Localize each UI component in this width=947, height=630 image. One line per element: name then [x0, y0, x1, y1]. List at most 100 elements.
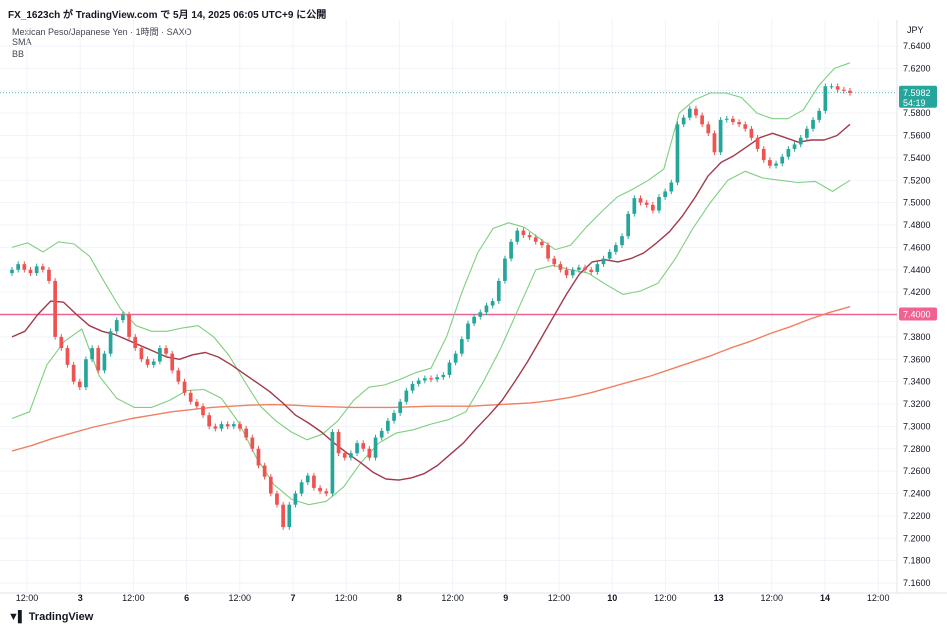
candle-body — [540, 241, 544, 246]
candle-body — [336, 431, 341, 454]
candle-body — [349, 453, 353, 458]
y-tick-label: 7.2600 — [903, 466, 931, 476]
candle-body — [133, 336, 138, 349]
last-price-badge — [899, 85, 937, 108]
y-tick-label: 7.4200 — [903, 287, 931, 297]
candle-body — [515, 230, 520, 242]
bollinger-bands — [11, 62, 851, 506]
candle-body — [268, 476, 273, 494]
candle-body — [737, 122, 741, 125]
candle-body — [77, 381, 82, 388]
bb-lower-line — [11, 170, 851, 506]
candle-body — [805, 128, 809, 138]
candle-body — [59, 336, 64, 349]
x-tick-label: 8 — [397, 593, 402, 603]
tradingview-logo[interactable]: ▼▌ TradingView — [8, 611, 93, 623]
candle-body — [262, 465, 267, 477]
candle-body — [829, 86, 834, 88]
x-tick-label: 12:00 — [335, 593, 358, 603]
x-tick-label: 10 — [607, 593, 617, 603]
candle-body — [170, 353, 175, 371]
bb-upper-line — [11, 62, 851, 441]
price-axis: JPY7.64007.62007.60007.58007.56007.54007… — [903, 25, 931, 588]
candle-body — [114, 320, 119, 332]
y-tick-label: 7.3000 — [903, 421, 931, 431]
candle-body — [244, 428, 248, 438]
x-tick-label: 12:00 — [441, 593, 464, 603]
candle-body — [324, 491, 329, 494]
y-tick-label: 7.1600 — [903, 578, 931, 588]
candle-body — [47, 269, 51, 281]
candle-body — [675, 124, 680, 183]
candle-body — [182, 381, 187, 393]
candle-body — [749, 128, 754, 138]
candle-body — [361, 443, 366, 449]
candle-body — [281, 504, 285, 528]
candle-body — [84, 359, 88, 388]
candle-body — [786, 148, 791, 157]
candle-body — [509, 241, 513, 259]
candle-body — [835, 86, 840, 90]
candle-body — [718, 119, 723, 153]
candle-body — [312, 475, 316, 488]
y-tick-label: 7.1800 — [903, 556, 931, 566]
candle-body — [441, 374, 446, 378]
candle-body — [650, 204, 655, 211]
countdown-value: 54:19 — [903, 98, 926, 108]
candle-body — [447, 362, 452, 375]
y-tick-label: 7.6400 — [903, 41, 931, 51]
y-tick-label: 7.3800 — [903, 332, 931, 342]
y-tick-label: 7.3200 — [903, 399, 931, 409]
candle-body — [318, 487, 322, 492]
candle-body — [275, 493, 279, 505]
candle-body — [188, 392, 193, 402]
candle-body — [53, 280, 57, 337]
candle-body — [195, 401, 199, 407]
x-tick-label: 12:00 — [548, 593, 571, 603]
candle-body — [521, 230, 526, 236]
candle-body — [164, 348, 168, 354]
candle-body — [564, 269, 569, 276]
candle-body — [355, 443, 359, 454]
candle-body — [102, 353, 107, 371]
candle-body — [841, 89, 846, 91]
candle-body — [626, 213, 631, 237]
time-axis: 12:00 3 12:00 6 12:00 7 12:00 8 12:00 9 12:00 10 12:… — [16, 593, 890, 603]
candle-body — [435, 377, 440, 380]
y-tick-label: 7.2200 — [903, 511, 931, 521]
candle-body — [533, 237, 538, 242]
candle-body — [490, 301, 495, 306]
candle-body — [583, 267, 587, 270]
bb-indicator-label[interactable]: BB — [12, 49, 25, 59]
candle-body — [620, 236, 624, 246]
x-tick-label: 12:00 — [122, 593, 145, 603]
tradingview-logo-text: TradingView — [28, 611, 94, 623]
sma-indicator-label[interactable]: SMA — [12, 37, 32, 47]
candle-body — [601, 258, 606, 265]
y-tick-label: 7.2800 — [903, 444, 931, 454]
candle-body — [724, 118, 729, 120]
candle-body — [823, 86, 828, 111]
candle-body — [755, 137, 760, 149]
candle-body — [398, 401, 403, 413]
candle-body — [158, 348, 162, 362]
x-tick-label: 12:00 — [867, 593, 890, 603]
y-tick-label: 7.4400 — [903, 265, 931, 275]
candle-body — [410, 383, 415, 391]
x-tick-label: 12:00 — [654, 593, 677, 603]
y-tick-label: 7.5400 — [903, 153, 931, 163]
candle-body — [404, 390, 409, 402]
candle-body — [207, 415, 212, 427]
candle-body — [10, 269, 14, 274]
candle-body — [694, 108, 698, 116]
candle-body — [40, 266, 45, 270]
candle-body — [466, 323, 470, 340]
candle-body — [219, 424, 224, 429]
candle-body — [459, 339, 464, 354]
candle-body — [201, 406, 205, 416]
candle-body — [453, 353, 458, 363]
candle-body — [127, 314, 131, 337]
candle-body — [151, 361, 156, 365]
y-tick-label: 7.6200 — [903, 63, 931, 73]
